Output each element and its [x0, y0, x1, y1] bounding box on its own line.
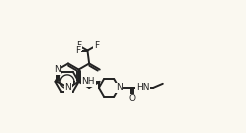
Text: N: N [65, 83, 71, 92]
Text: F: F [76, 41, 81, 50]
Text: N: N [54, 65, 61, 74]
Text: HN: HN [136, 83, 149, 92]
Text: N: N [116, 83, 123, 92]
Text: F: F [94, 41, 99, 50]
Text: O: O [129, 94, 136, 103]
Text: NH: NH [81, 77, 95, 86]
Text: F: F [75, 46, 80, 55]
